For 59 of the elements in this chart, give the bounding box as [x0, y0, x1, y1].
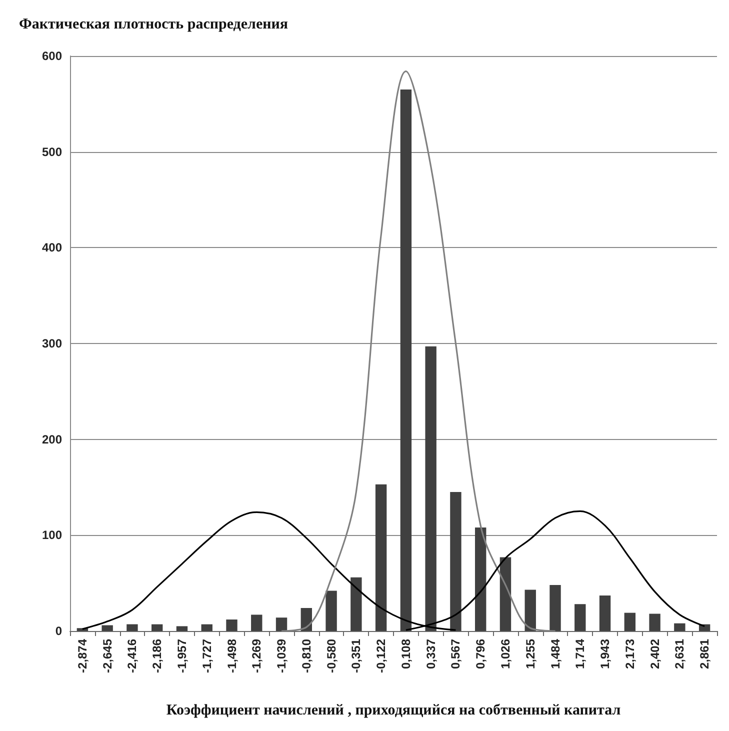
x-tick-label: -1,957 [174, 638, 189, 674]
x-tick-label: 1,714 [573, 638, 588, 670]
y-tick-label: 400 [42, 240, 62, 255]
y-tick-label: 100 [42, 528, 62, 542]
x-tick-label: -1,269 [250, 638, 264, 674]
x-tick-label: -0,810 [299, 638, 314, 674]
y-tick-label: 0 [55, 624, 62, 638]
bar [649, 614, 660, 631]
x-axis-title: Коэффициент начислений , приходящийся на собтвенный капитал [166, 702, 622, 718]
x-tick-label: 1,255 [523, 638, 538, 670]
x-tick-label: -0,580 [324, 638, 338, 674]
bar [251, 614, 262, 631]
x-tick-label: -1,039 [274, 638, 289, 674]
bar [400, 90, 412, 631]
bar [474, 528, 486, 631]
x-tick-label: 0,796 [474, 638, 488, 670]
x-tick-label: 1,484 [548, 638, 562, 670]
y-tick-label: 200 [42, 432, 62, 446]
chart-title: Фактическая плотность распределения [19, 16, 288, 32]
bar [300, 608, 312, 631]
bar [624, 612, 636, 631]
x-tick-label: 0,337 [424, 638, 438, 670]
x-tick-label: 1,026 [498, 638, 512, 670]
x-tick-label: 2,173 [622, 638, 637, 670]
bar [550, 585, 561, 631]
x-tick-label: 2,861 [698, 638, 712, 670]
y-tick-label: 500 [42, 144, 62, 159]
bar [524, 590, 536, 631]
x-tick-label: 2,402 [648, 638, 662, 670]
bar [226, 620, 238, 631]
x-tick-label: -2,416 [125, 638, 140, 674]
bar [350, 577, 362, 631]
bar [151, 624, 163, 631]
bar [102, 625, 113, 631]
bar [674, 623, 686, 631]
y-tick-label: 300 [42, 336, 62, 350]
bar [574, 604, 586, 631]
x-tick-label: 0,108 [398, 638, 413, 670]
bar [599, 596, 611, 631]
bar [375, 484, 387, 631]
bar [425, 346, 436, 631]
x-tick-label: 0,567 [448, 638, 463, 670]
x-tick-label: -0,351 [349, 638, 364, 674]
x-tick-label: 2,631 [672, 638, 687, 670]
x-tick-label: -2,186 [150, 638, 164, 674]
x-tick-label: -2,874 [75, 638, 90, 674]
bar [450, 492, 462, 631]
x-tick-label: 1,943 [598, 638, 612, 670]
x-tick-label: -2,645 [100, 638, 114, 674]
bar [126, 624, 138, 631]
bar [500, 557, 512, 631]
bar [276, 618, 288, 631]
x-tick-label: -1,727 [200, 638, 214, 674]
x-tick-label: -1,498 [224, 638, 239, 674]
bar [326, 590, 337, 631]
x-tick-label: -0,122 [374, 638, 388, 674]
bar [176, 626, 188, 631]
bar [201, 624, 212, 631]
y-tick-label: 600 [42, 49, 62, 63]
